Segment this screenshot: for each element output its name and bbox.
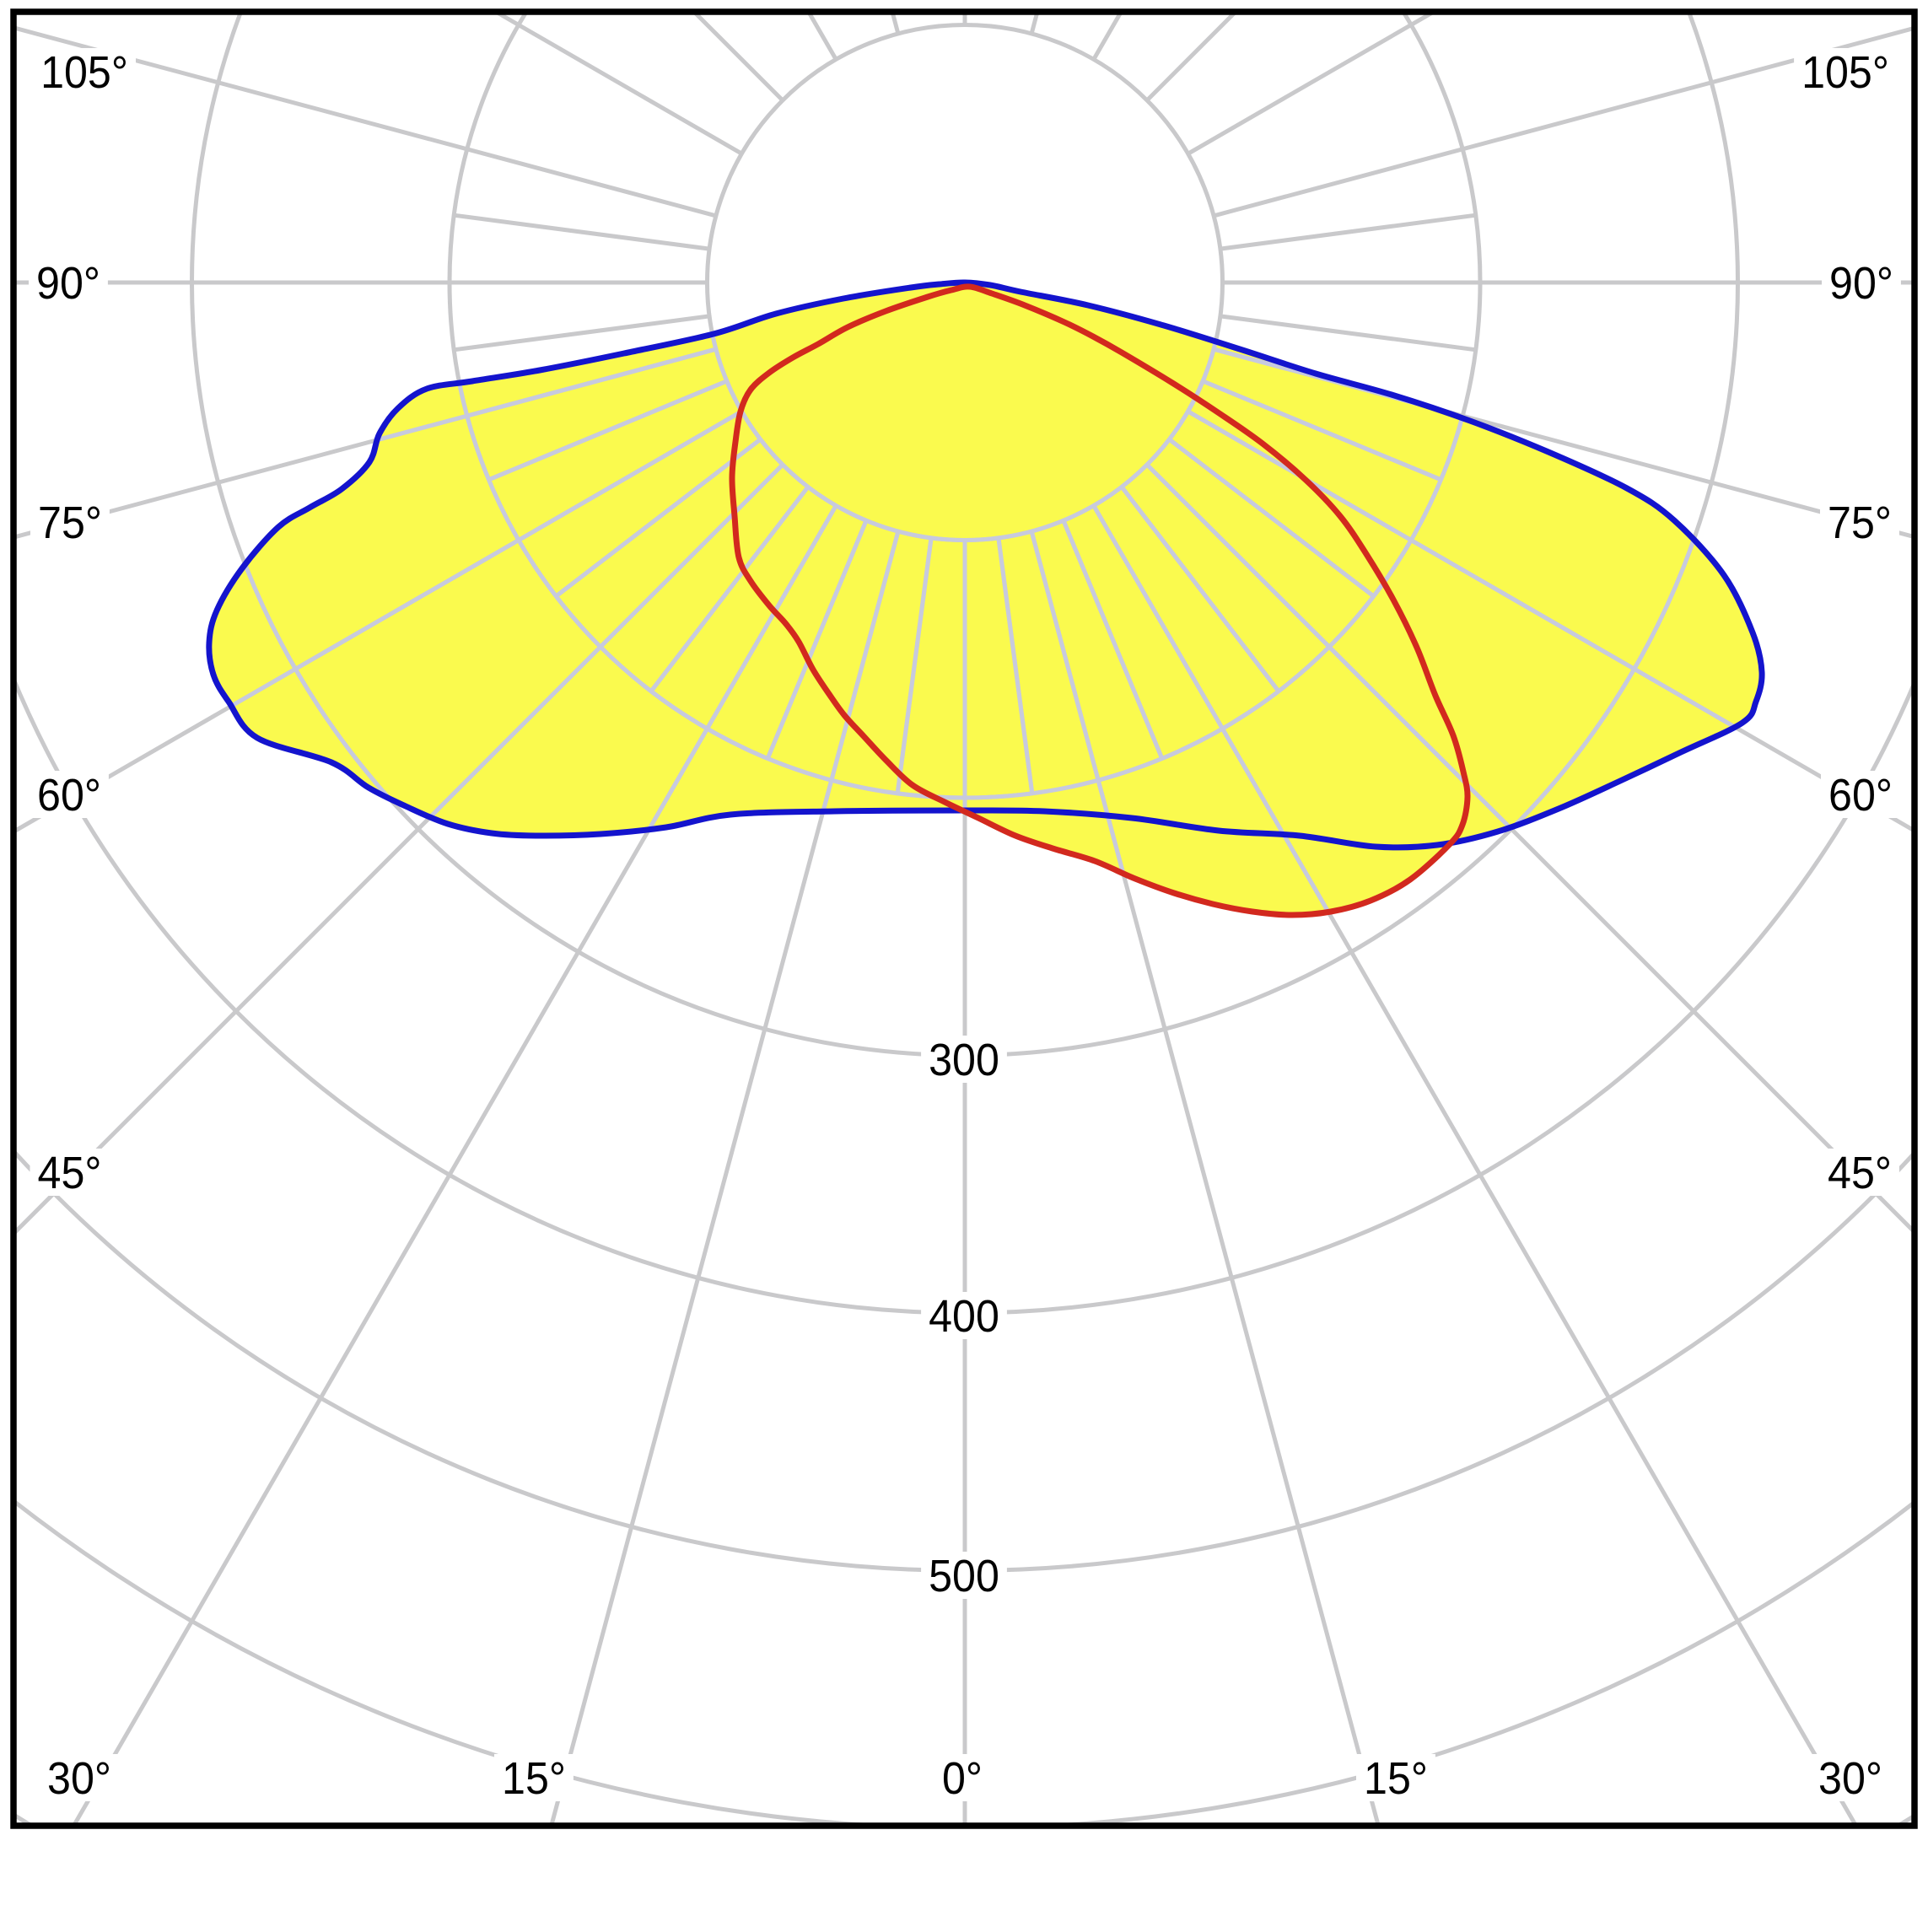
svg-text:75°: 75°	[38, 498, 102, 549]
svg-text:30°: 30°	[1818, 1754, 1882, 1805]
svg-text:75°: 75°	[1828, 498, 1892, 549]
svg-text:105°: 105°	[40, 48, 128, 99]
svg-text:45°: 45°	[1828, 1149, 1892, 1199]
svg-text:90°: 90°	[36, 259, 100, 309]
svg-text:90°: 90°	[1829, 259, 1893, 309]
svg-text:30°: 30°	[47, 1754, 111, 1805]
svg-text:105°: 105°	[1801, 48, 1889, 99]
svg-text:60°: 60°	[37, 771, 101, 821]
svg-text:0°: 0°	[942, 1754, 983, 1805]
svg-text:15°: 15°	[1364, 1754, 1428, 1805]
svg-text:45°: 45°	[38, 1149, 102, 1199]
svg-text:15°: 15°	[502, 1754, 566, 1805]
svg-text:300: 300	[929, 1036, 999, 1086]
svg-text:400: 400	[929, 1292, 999, 1343]
svg-text:500: 500	[929, 1552, 999, 1602]
svg-text:60°: 60°	[1828, 771, 1893, 821]
